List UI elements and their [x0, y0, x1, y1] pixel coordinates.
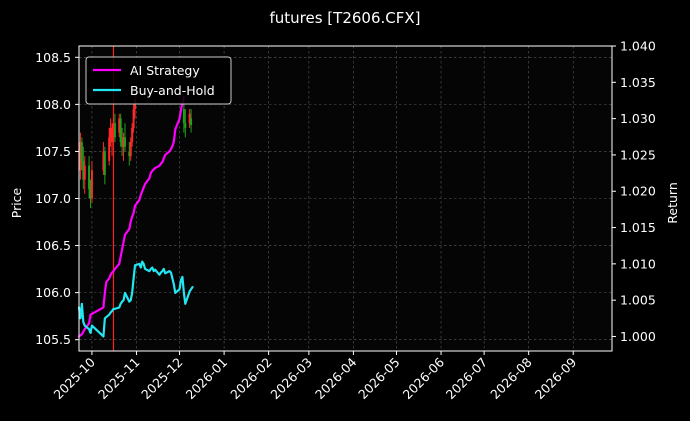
candle-body-28 [190, 118, 193, 126]
right-tick-label-2: 1.010 [620, 256, 656, 271]
candle-body-18 [122, 137, 125, 147]
candle-body-22 [131, 127, 134, 143]
return-series [77, 95, 194, 338]
right-tick-label-8: 1.040 [620, 39, 656, 54]
right-y-axis: 1.000 1.005 1.010 1.015 1.020 1.025 1.030 1.035… [612, 39, 656, 344]
left-tick-label-6: 108.5 [35, 50, 71, 65]
legend-label-buy-and-hold: Buy-and-Hold [130, 83, 215, 98]
right-tick-label-7: 1.035 [620, 75, 656, 90]
legend-box [85, 56, 232, 105]
candle-body-7 [90, 170, 93, 199]
candle-body-14 [113, 123, 116, 138]
left-tick-label-0: 105.5 [35, 332, 71, 347]
candle-body-6 [89, 189, 92, 199]
candle-body-26 [184, 123, 187, 128]
candle-body-8 [102, 151, 105, 171]
series-line-buy-and-hold [77, 260, 194, 338]
candle-body-5 [88, 165, 91, 190]
left-tick-label-2: 106.5 [35, 238, 71, 253]
candle-body-21 [129, 142, 132, 157]
price-candles [79, 94, 193, 208]
right-tick-label-3: 1.015 [620, 220, 656, 235]
right-tick-label-0: 1.000 [620, 329, 656, 344]
candle-body-4 [83, 165, 86, 180]
candle-body-17 [121, 142, 124, 147]
candle-body-10 [108, 137, 111, 161]
right-tick-label-4: 1.020 [620, 184, 656, 199]
left-y-axis: 105.5 106.0 106.5 107.0 107.5 108.0 108.5 [35, 50, 79, 347]
candle-body-11 [109, 127, 112, 138]
right-tick-label-5: 1.025 [620, 147, 656, 162]
candle-body-15 [118, 118, 121, 133]
left-tick-label-1: 106.0 [35, 285, 71, 300]
candle-body-1 [79, 142, 82, 171]
legend: AI Strategy Buy-and-Hold [85, 56, 232, 105]
left-axis-label: Price [9, 187, 24, 218]
right-tick-label-6: 1.030 [620, 111, 656, 126]
candle-body-9 [103, 151, 106, 175]
right-tick-label-1: 1.005 [620, 293, 656, 308]
candle-body-27 [188, 113, 191, 124]
candle-body-16 [119, 118, 122, 143]
chart-title: futures [T2606.CFX] [269, 9, 420, 27]
candle-body-20 [128, 151, 131, 157]
right-axis-label: Return [665, 182, 680, 223]
left-tick-label-5: 108.0 [35, 97, 71, 112]
grid-lines [79, 46, 612, 351]
legend-label-ai-strategy: AI Strategy [130, 63, 200, 78]
left-tick-label-3: 107.0 [35, 191, 71, 206]
left-tick-label-4: 107.5 [35, 144, 71, 159]
candle-body-12 [111, 132, 114, 143]
candle-body-3 [82, 160, 85, 180]
series-line-ai-strategy [77, 95, 185, 338]
candle-body-25 [182, 109, 185, 124]
candle-body-19 [123, 137, 126, 147]
candle-body-2 [80, 142, 83, 161]
candle-body-23 [132, 109, 135, 128]
